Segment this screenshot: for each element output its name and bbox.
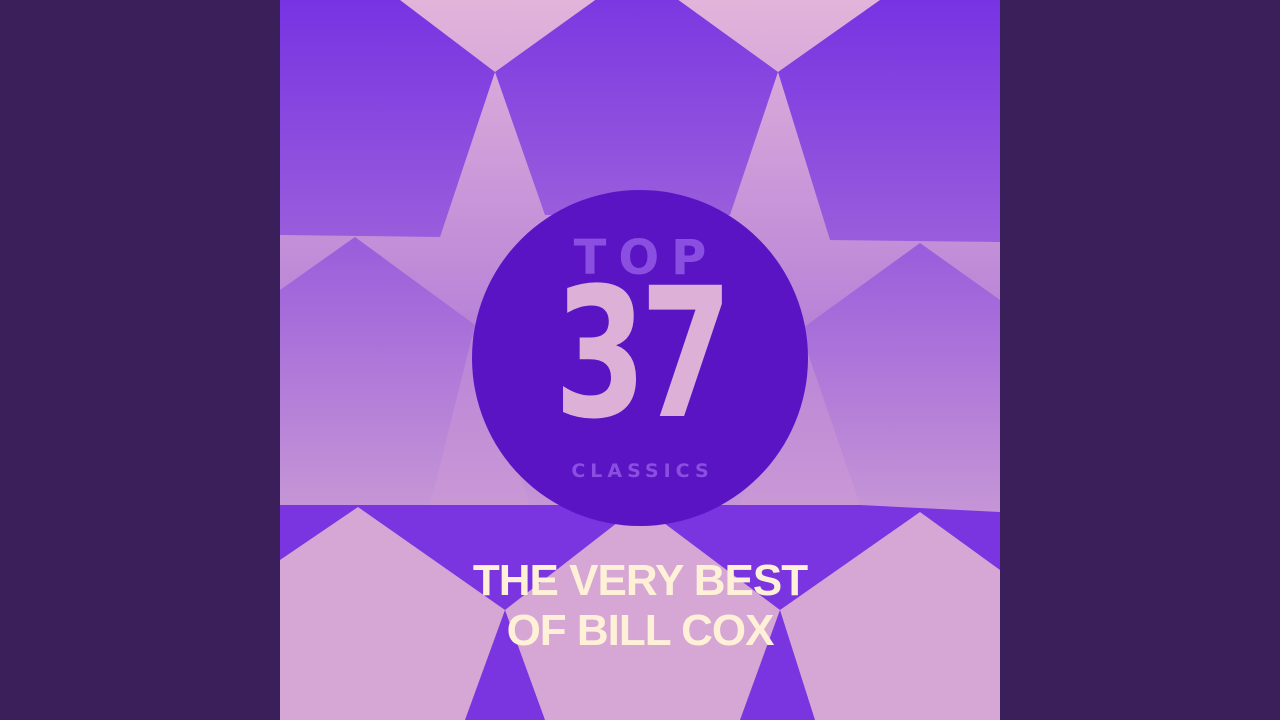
pentagon [780, 512, 1000, 720]
album-cover: TOP 37 CLASSICS THE VERY BEST OF BILL CO… [280, 0, 1000, 720]
pentagon [280, 0, 495, 237]
badge-number: 37 [554, 250, 732, 459]
pentagon [778, 0, 1000, 242]
top-37-badge: TOP 37 CLASSICS [472, 190, 808, 526]
pentagon [495, 0, 778, 215]
pentagon [505, 505, 780, 720]
badge-top-text: TOP [573, 230, 719, 286]
badge-classics-text: CLASSICS [571, 460, 714, 482]
album-title-line1: THE VERY BEST [472, 556, 808, 605]
album-title: THE VERY BEST OF BILL COX [280, 556, 1000, 656]
pentagon [800, 243, 1000, 512]
album-title-line2: OF BILL COX [506, 606, 775, 655]
pentagon [280, 237, 475, 505]
pentagon [280, 507, 505, 720]
